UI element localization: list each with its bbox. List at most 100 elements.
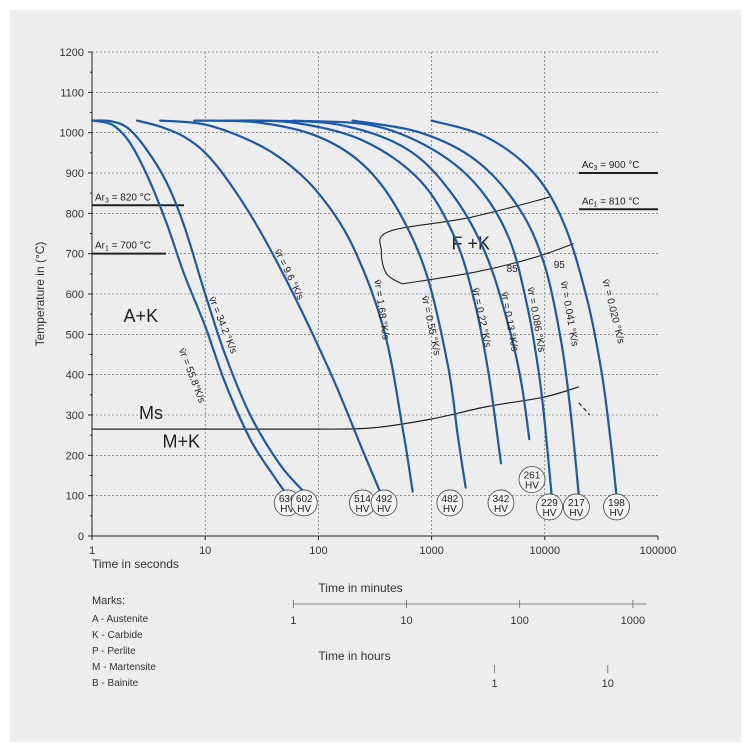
minutes-tick-label: 1000 <box>621 615 645 627</box>
y-tick-label: 0 <box>78 531 84 543</box>
region-label: Ms <box>139 403 163 423</box>
y-axis-title: Temperature in (°C) <box>33 242 47 347</box>
reference-line-label: Ar1 = 700 °C <box>95 241 151 253</box>
cooling-curve <box>135 119 382 493</box>
minutes-tick-label: 1 <box>290 615 296 627</box>
hardness-value: 492 <box>376 494 393 505</box>
cooling-curve <box>90 119 292 501</box>
legend-item: K - Carbide <box>92 630 143 641</box>
cooling-curve-label: v̄r = 1.68 °K/s <box>371 279 390 340</box>
hardness-circle <box>370 489 398 517</box>
hardness-value: 482 <box>442 494 459 505</box>
reference-line-label: Ac3 = 900 °C <box>582 160 640 172</box>
x-axis-title: Time in seconds <box>92 557 179 571</box>
y-tick-label: 700 <box>66 249 84 261</box>
ferrite-start-line <box>379 196 550 285</box>
hardness-value: 602 <box>296 494 313 505</box>
hardness-circle <box>518 466 546 493</box>
hardness-circle <box>562 493 590 521</box>
x-tick-label: 100000 <box>640 545 677 557</box>
ferrite-end-line <box>402 243 574 285</box>
hardness-unit: HV <box>297 504 311 515</box>
cooling-curve-label: v̄r = 0.020 °K/s <box>599 278 626 345</box>
cooling-curve-label: v̄r = 9.6 °K/s <box>272 248 306 302</box>
cooling-curve <box>430 119 618 497</box>
legend-item: M - Martensite <box>92 662 156 673</box>
hardness-circle <box>290 489 318 517</box>
y-tick-label: 300 <box>66 410 84 422</box>
y-tick-label: 900 <box>66 168 84 180</box>
cooling-curve-label: v̄r = 0.086 °K/s <box>525 286 547 353</box>
hours-tick-label: 10 <box>602 678 614 690</box>
hardness-value: 636 <box>279 494 296 505</box>
y-tick-label: 1200 <box>60 47 84 59</box>
hardness-circle <box>536 493 563 521</box>
hardness-unit: HV <box>525 481 539 492</box>
ms-line-dashed <box>578 402 591 416</box>
chart-panel: 0 100 200 300 400 500 600 700 800 900 1000 1100 1200… <box>10 10 741 742</box>
y-tick-label: 200 <box>66 450 84 462</box>
legend-item: P - Perlite <box>92 646 136 657</box>
cooling-curve-label: v̄r = 55.8°K/s <box>176 347 207 405</box>
hardness-unit: HV <box>377 504 391 515</box>
hardness-circle <box>603 493 630 521</box>
hardness-value: 342 <box>493 494 510 505</box>
minutes-axis-title: Time in minutes <box>318 581 402 595</box>
y-tick-label: 500 <box>66 329 84 341</box>
hardness-unit: HV <box>610 508 624 519</box>
cooling-curve <box>224 119 503 465</box>
hardness-circle <box>436 489 464 517</box>
cooling-curve <box>258 119 531 441</box>
y-tick-label: 1000 <box>60 128 84 140</box>
x-tick-label: 10 <box>199 545 211 557</box>
ferrite-percent-label: 95 <box>554 260 566 271</box>
hours-axis-title: Time in hours <box>318 649 390 663</box>
cooling-curve <box>193 119 467 489</box>
x-tick-label: 100 <box>309 545 327 557</box>
y-tick-label: 800 <box>66 208 84 220</box>
hardness-value: 514 <box>354 494 371 505</box>
hardness-unit: HV <box>569 508 583 519</box>
y-tick-label: 600 <box>66 289 84 301</box>
cooling-curve <box>292 119 553 497</box>
minutes-tick-label: 100 <box>511 615 529 627</box>
hours-tick-label: 1 <box>492 678 498 690</box>
hardness-value: 217 <box>568 498 585 509</box>
cooling-curve <box>351 119 580 497</box>
hardness-circle <box>487 489 515 517</box>
x-tick-label: 1 <box>89 545 95 557</box>
ms-line <box>91 386 580 430</box>
legend-item: A - Austenite <box>92 614 149 625</box>
cooling-curve-label: v̄r = 0.13 °K/s <box>498 291 519 352</box>
y-tick-label: 400 <box>66 370 84 382</box>
hardness-value: 229 <box>541 498 558 509</box>
hardness-value: 198 <box>608 498 625 509</box>
cct-diagram: 0100200300400500600700800900100011001200… <box>33 47 677 690</box>
hardness-unit: HV <box>494 504 508 515</box>
y-tick-label: 100 <box>66 491 84 503</box>
x-tick-label: 10000 <box>530 545 561 557</box>
region-label: A+K <box>124 306 159 326</box>
legend-item: B - Bainite <box>92 678 139 689</box>
region-label-fk: F +K <box>452 234 491 254</box>
hardness-unit: HV <box>443 504 457 515</box>
hardness-unit: HV <box>280 504 294 515</box>
region-label: M+K <box>163 431 201 451</box>
reference-line-label: Ar3 = 820 °C <box>95 192 151 204</box>
hardness-value: 261 <box>524 471 541 482</box>
cooling-curve <box>90 119 305 493</box>
ferrite-percent-label: 85 <box>507 264 519 275</box>
y-tick-label: 1100 <box>60 87 84 99</box>
reference-line-label: Ac1 = 810 °C <box>582 196 640 208</box>
x-tick-label: 1000 <box>419 545 443 557</box>
minutes-tick-label: 10 <box>400 615 412 627</box>
